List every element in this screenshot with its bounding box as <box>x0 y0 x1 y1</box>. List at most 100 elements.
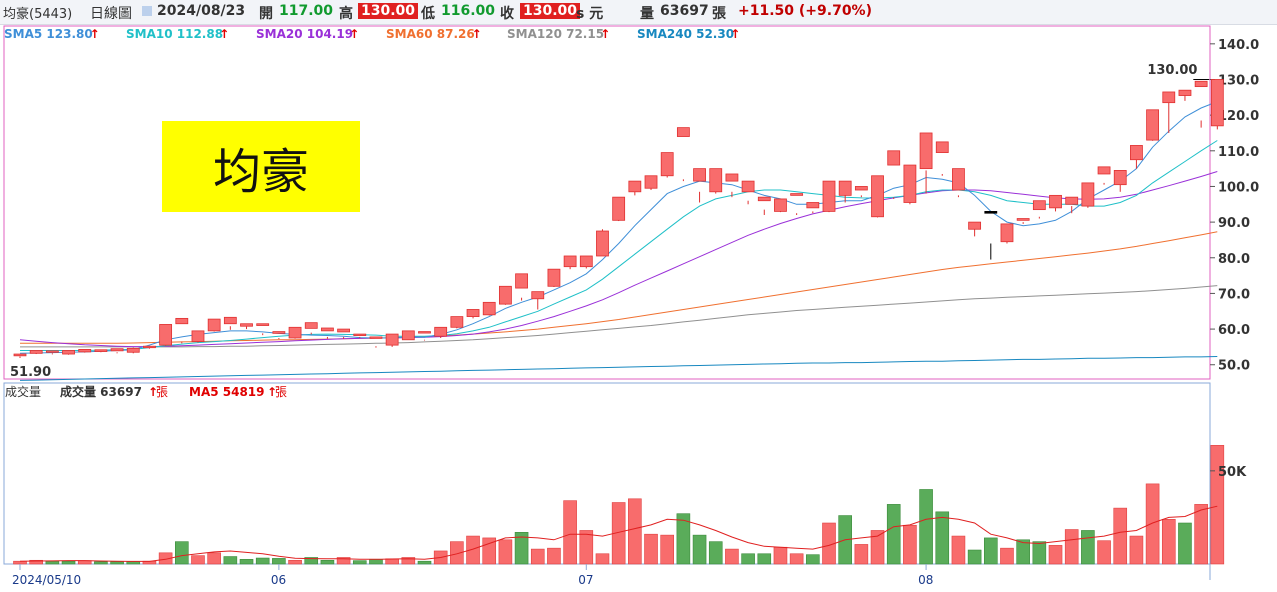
candle <box>369 336 383 348</box>
candle-body <box>434 326 448 337</box>
stock-name[interactable]: 均豪(5443) <box>3 7 73 22</box>
candle-body <box>968 221 982 230</box>
candle <box>321 327 334 339</box>
candle-body <box>110 348 124 352</box>
volume-tick-label: 50K <box>1218 465 1247 480</box>
volume-bar <box>110 561 124 565</box>
candle-body <box>191 330 205 342</box>
candle <box>903 164 917 205</box>
volume-bar <box>773 546 788 565</box>
calendar-icon[interactable] <box>142 6 152 16</box>
candle <box>547 268 561 288</box>
candle <box>126 347 140 354</box>
candle <box>628 180 642 196</box>
up-arrow-icon: ↑ <box>349 27 359 41</box>
price-tick-label: 60.0 <box>1218 323 1250 338</box>
candle <box>984 211 998 260</box>
candle-body <box>385 333 399 346</box>
ma5-legend-unit: 張 <box>275 385 287 399</box>
sma20-line <box>19 171 1218 348</box>
volume-bar <box>450 541 464 565</box>
candle <box>1016 218 1030 224</box>
volume-bar <box>903 524 917 565</box>
volume-bar <box>1032 541 1047 565</box>
high-annotation: 130.00 <box>1147 63 1197 78</box>
candle-body <box>1146 109 1159 141</box>
candle-body <box>401 330 415 341</box>
candle <box>774 198 787 213</box>
candle-body <box>757 196 771 202</box>
volume-bar <box>255 557 270 565</box>
candle <box>143 345 156 349</box>
volume-bar <box>530 548 545 565</box>
sma-legend-item: SMA20 104.19 <box>256 27 353 41</box>
volume-bar <box>886 504 901 565</box>
candle <box>78 349 92 353</box>
candle <box>741 180 755 205</box>
candle <box>1178 89 1192 101</box>
candle-body <box>1130 145 1143 161</box>
volume-bar <box>288 559 302 565</box>
date-label: 07 <box>578 573 593 587</box>
volume-bar <box>304 557 319 565</box>
candle <box>1065 196 1079 214</box>
candle-body <box>353 333 367 336</box>
candle <box>272 331 286 340</box>
candle <box>29 350 43 355</box>
candle-body <box>418 331 431 334</box>
up-arrow-icon: ↑ <box>219 27 229 41</box>
chart-kind-label[interactable]: 日線圖 <box>90 6 132 22</box>
date-label: 06 <box>271 573 286 587</box>
low-value: 116.00 <box>441 3 496 19</box>
close-value: 130.00 <box>520 3 581 19</box>
close-suffix: s 元 <box>576 6 604 22</box>
volume-bar <box>320 559 335 565</box>
candle <box>1194 80 1208 128</box>
candle-body <box>903 164 917 203</box>
volume-panel <box>3 382 1211 565</box>
volume-bar <box>417 560 432 565</box>
candle <box>45 350 59 355</box>
candle-body <box>256 323 270 326</box>
candle-body <box>725 173 739 182</box>
volume-bar <box>239 559 254 565</box>
sma-legend-item: SMA5 123.80 <box>4 27 93 41</box>
volume-bar <box>401 557 416 565</box>
volume-ma5-line <box>19 505 1218 562</box>
candle <box>644 175 658 191</box>
candle <box>935 141 949 176</box>
volume-legend-label: 成交量 <box>5 384 41 399</box>
volume-bar <box>29 559 43 565</box>
volume-bar <box>1194 504 1208 565</box>
candle-body <box>871 175 884 218</box>
volume-bar <box>967 549 982 565</box>
candle-body <box>676 127 690 137</box>
candle <box>1210 79 1224 130</box>
open-label: 開 <box>259 6 273 22</box>
price-tick-label: 50.0 <box>1218 359 1250 374</box>
candle-body <box>62 350 75 355</box>
candle <box>94 349 108 353</box>
sma-legend-item: SMA240 52.30 <box>637 27 734 41</box>
candle <box>563 255 577 270</box>
candle-body <box>207 318 221 332</box>
volume-bar <box>628 498 642 565</box>
volume-bar <box>158 552 173 565</box>
open-value: 117.00 <box>279 3 334 19</box>
candle <box>531 291 545 310</box>
up-arrow-icon: ↑ <box>600 27 610 41</box>
candle-body <box>304 322 318 329</box>
volume-bar <box>223 556 238 565</box>
price-tick-label: 90.0 <box>1218 216 1250 231</box>
volume-bar <box>725 548 739 565</box>
price-panel <box>3 25 1211 380</box>
candle <box>207 318 221 332</box>
volume-bar <box>175 541 189 565</box>
price-tick-label: 100.0 <box>1218 180 1259 195</box>
volume-bar <box>1081 530 1095 565</box>
volume-bar <box>854 544 869 565</box>
volume-legend-value: 成交量 63697 <box>60 384 142 399</box>
candle <box>757 196 771 215</box>
candle <box>1162 91 1176 133</box>
